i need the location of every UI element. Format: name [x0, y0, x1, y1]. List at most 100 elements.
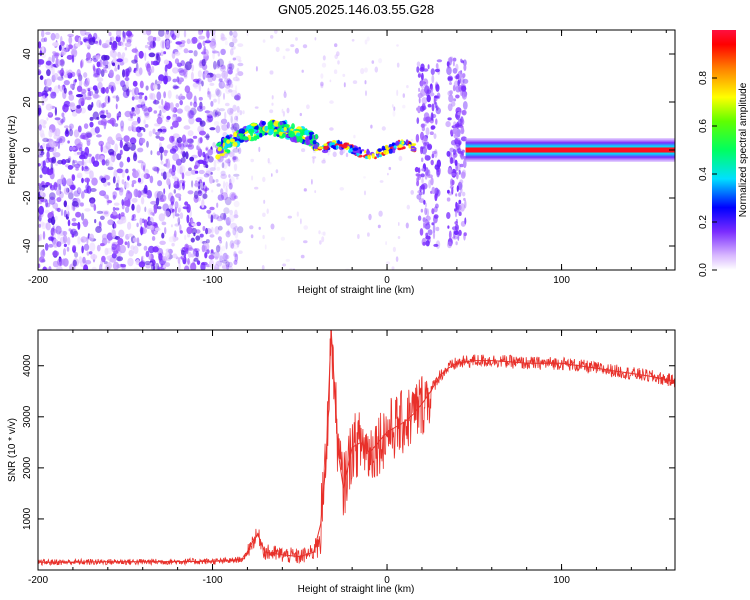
noise-speck	[38, 92, 41, 96]
noise-speck	[131, 96, 135, 101]
burst-speck	[415, 133, 420, 143]
noise-speck	[166, 115, 171, 120]
noise-speck	[234, 231, 239, 239]
noise-speck	[117, 64, 120, 70]
noise-speck	[217, 96, 221, 105]
noise-speck	[78, 79, 83, 87]
sparse-speck	[301, 148, 306, 153]
noise-speck	[65, 71, 71, 75]
noise-speck	[144, 124, 149, 128]
sparse-speck	[290, 44, 295, 48]
noise-speck	[187, 190, 194, 195]
burst-speck	[432, 231, 436, 240]
arc-speck	[282, 133, 286, 138]
noise-speck	[226, 265, 233, 270]
noise-speck	[208, 175, 214, 184]
noise-speck	[60, 209, 64, 216]
noise-speck	[199, 130, 206, 136]
noise-speck	[226, 123, 229, 127]
noise-speck	[155, 262, 160, 270]
burst-speck	[454, 221, 459, 225]
noise-speck	[226, 222, 232, 227]
noise-speck	[227, 78, 232, 87]
noise-speck	[164, 102, 171, 111]
noise-speck	[147, 35, 155, 42]
spectrogram-ylabel: Frequency (Hz)	[7, 116, 18, 185]
sparse-speck	[275, 169, 279, 174]
noise-speck	[60, 118, 64, 124]
transition-speck	[408, 143, 412, 149]
noise-speck	[214, 112, 217, 117]
noise-speck	[208, 259, 215, 269]
noise-speck	[187, 233, 191, 238]
noise-speck	[194, 248, 200, 253]
noise-speck	[43, 120, 47, 125]
noise-speck	[40, 198, 48, 203]
noise-speck	[109, 50, 114, 57]
noise-speck	[176, 136, 183, 144]
noise-speck	[118, 111, 122, 118]
noise-speck	[212, 109, 218, 118]
noise-speck	[65, 187, 70, 193]
transition-speck	[384, 144, 389, 150]
spectrogram-ytick-label: -40	[22, 238, 33, 253]
sparse-speck	[299, 112, 302, 117]
burst-speck	[457, 79, 461, 87]
burst-speck	[423, 117, 426, 122]
noise-speck	[100, 87, 107, 94]
noise-speck	[38, 182, 41, 187]
noise-speck	[103, 66, 107, 72]
noise-speck	[221, 70, 229, 79]
burst-speck	[447, 167, 452, 175]
sparse-speck	[405, 222, 409, 229]
noise-speck	[100, 144, 103, 153]
noise-speck	[209, 234, 215, 238]
burst-speck	[460, 187, 463, 194]
arc-speck	[283, 127, 287, 132]
noise-speck	[105, 39, 110, 47]
burst-speck	[425, 116, 432, 123]
noise-speck	[129, 142, 136, 151]
noise-speck	[224, 83, 231, 89]
noise-speck	[62, 258, 66, 266]
burst-speck	[433, 243, 439, 247]
noise-speck	[143, 165, 145, 172]
snr-ytick-label: 2000	[22, 456, 33, 479]
transition-speck	[393, 145, 397, 149]
noise-speck	[216, 216, 224, 222]
noise-speck	[220, 212, 227, 220]
noise-speck	[89, 188, 97, 192]
burst-speck	[422, 217, 426, 223]
snr-noise-trace	[38, 330, 675, 567]
noise-speck	[130, 245, 135, 251]
noise-speck	[159, 240, 166, 245]
noise-speck	[232, 57, 236, 61]
noise-speck	[211, 48, 216, 54]
noise-speck	[233, 253, 238, 257]
noise-speck	[73, 129, 80, 138]
noise-speck	[202, 226, 206, 231]
noise-speck	[106, 255, 111, 260]
sparse-speck	[381, 126, 386, 131]
noise-speck	[164, 227, 167, 235]
noise-speck	[43, 86, 50, 93]
noise-speck	[193, 101, 198, 108]
noise-speck	[237, 43, 244, 47]
noise-speck	[149, 92, 153, 100]
noise-speck	[50, 32, 56, 41]
noise-speck	[231, 245, 239, 250]
noise-speck	[205, 239, 210, 244]
noise-speck	[77, 125, 82, 133]
noise-speck	[75, 167, 79, 171]
noise-speck	[71, 184, 76, 191]
burst-speck	[430, 68, 435, 75]
burst-speck	[458, 211, 462, 216]
sparse-speck	[392, 110, 396, 117]
sparse-speck	[281, 108, 284, 114]
burst-speck	[464, 199, 467, 209]
noise-speck	[217, 58, 225, 67]
noise-speck	[165, 158, 168, 164]
noise-speck	[91, 101, 94, 108]
noise-speck	[65, 44, 69, 53]
noise-speck	[217, 236, 222, 242]
